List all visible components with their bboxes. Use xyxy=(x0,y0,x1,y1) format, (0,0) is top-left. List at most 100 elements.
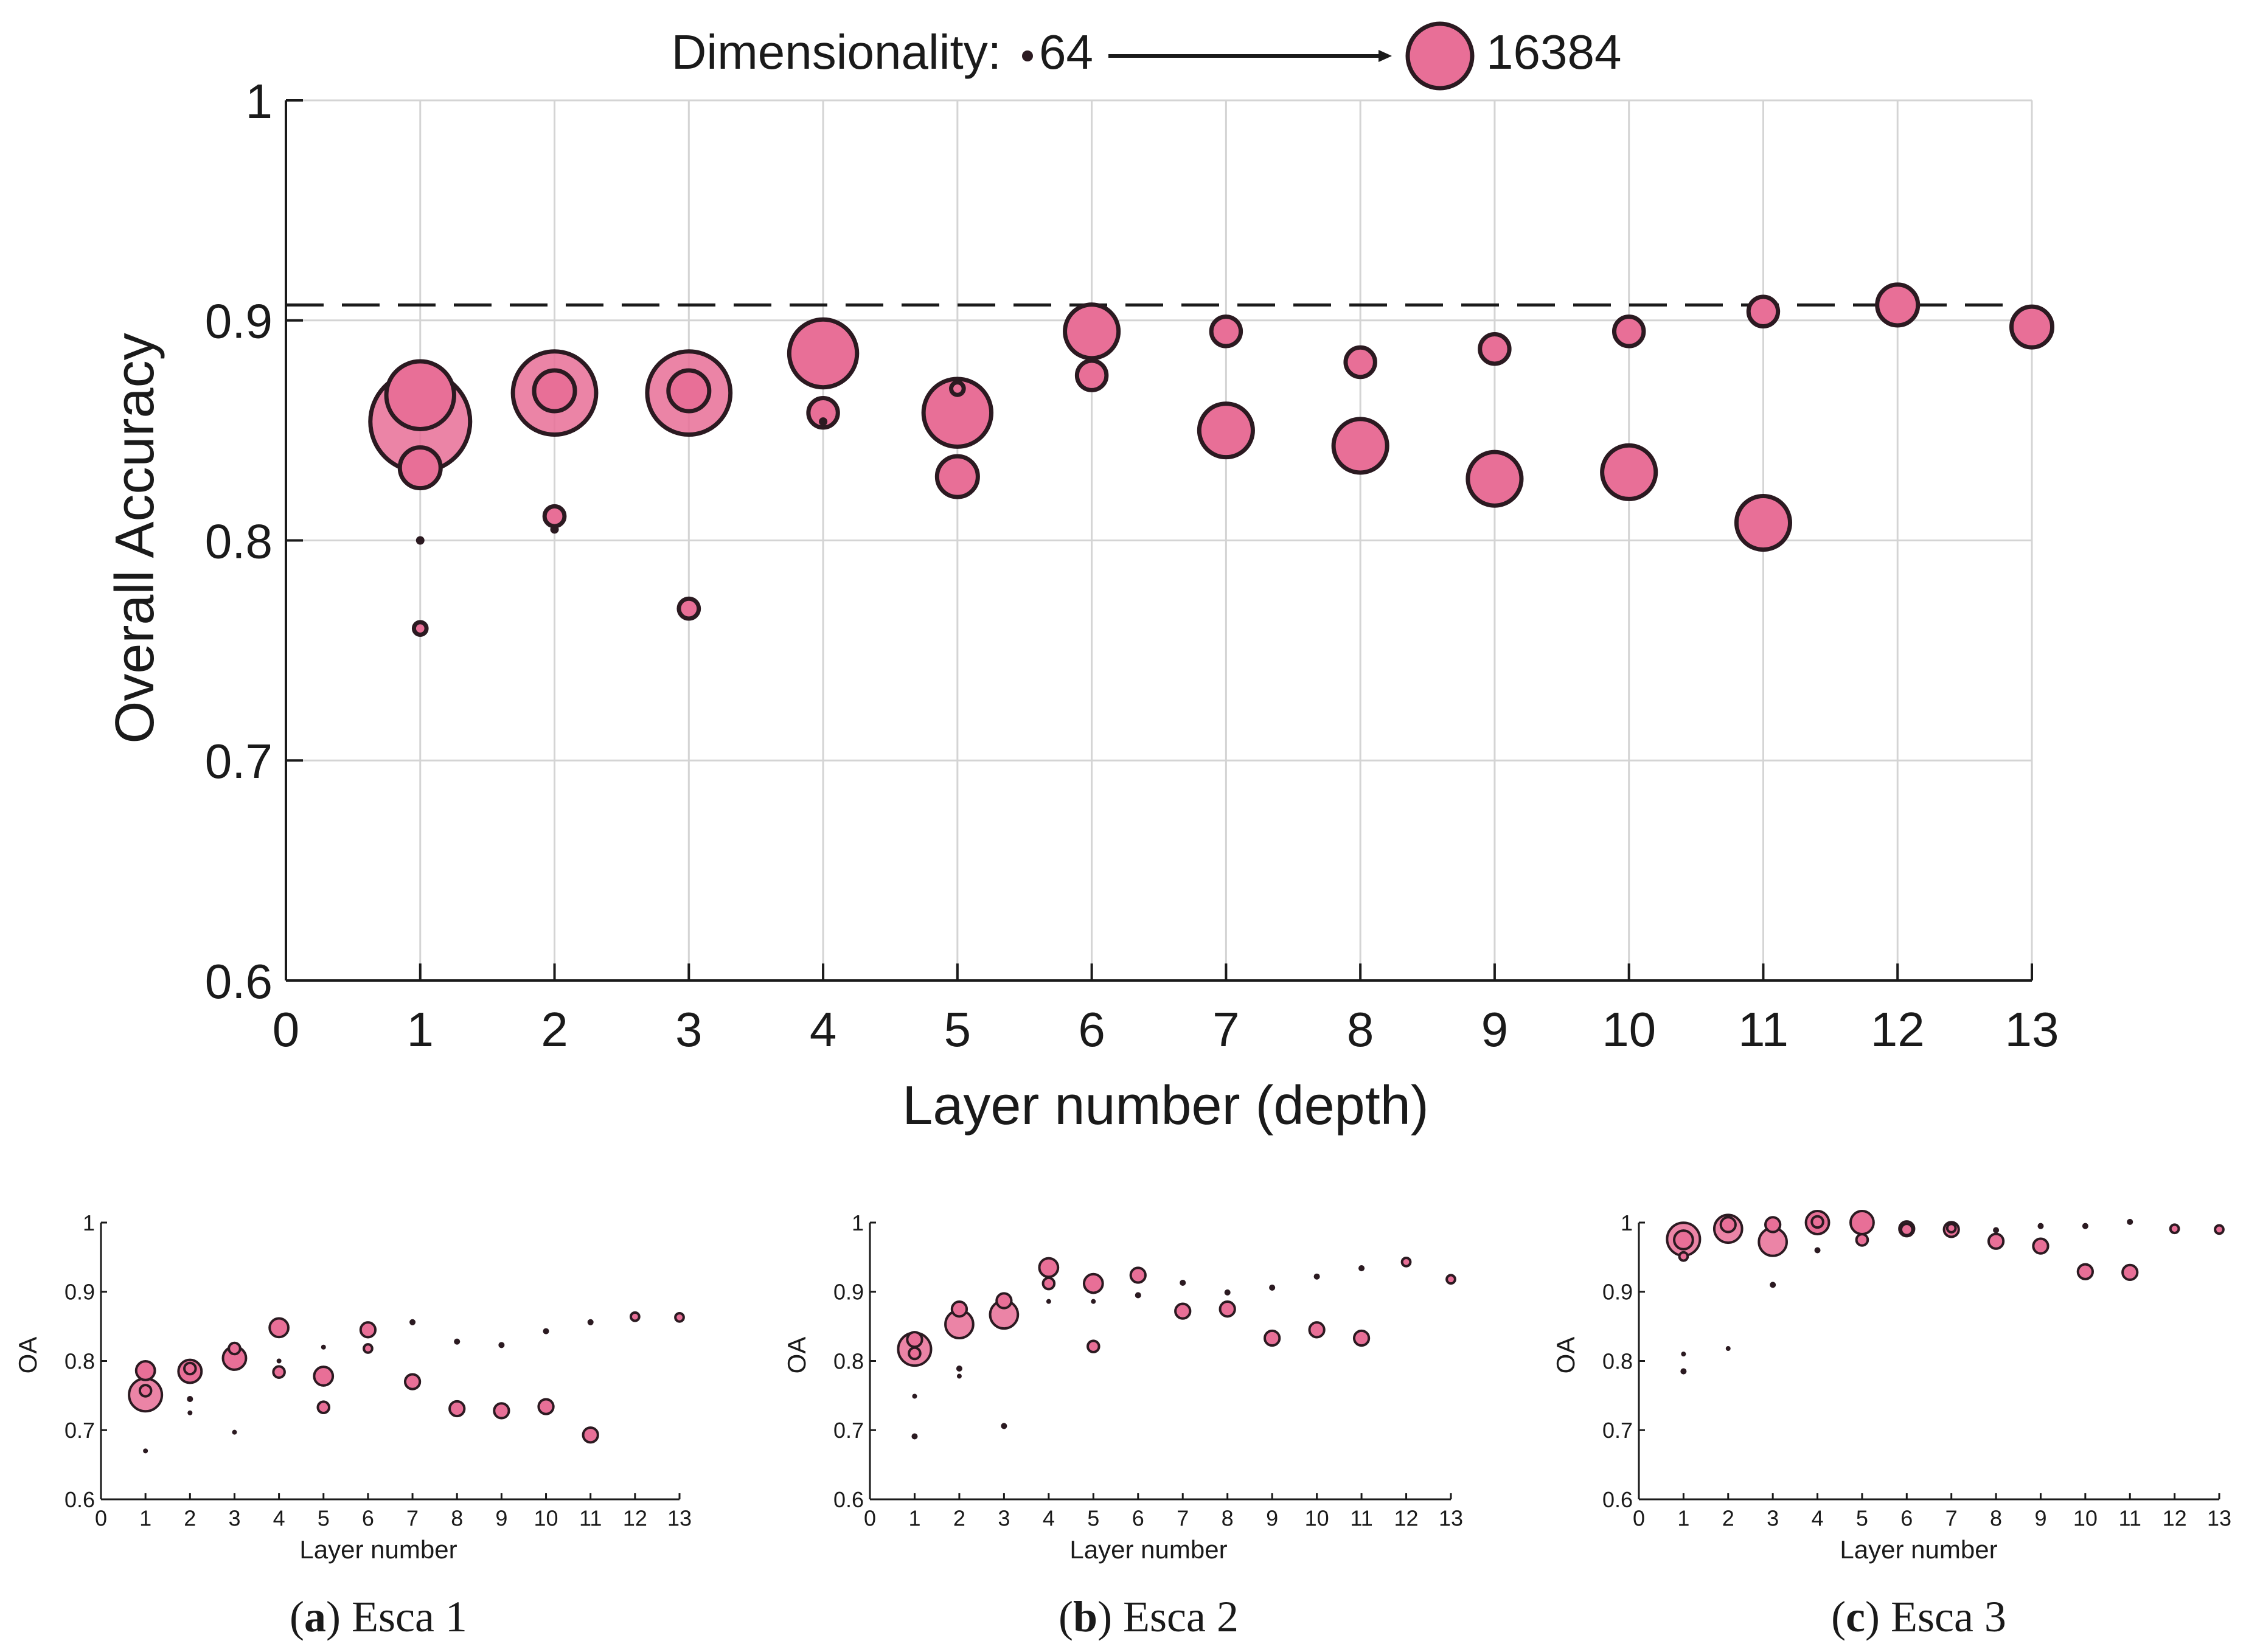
subplot-a-x-tick-label-3: 3 xyxy=(228,1506,240,1531)
subplot-a-y-tick-label-0: 0.6 xyxy=(64,1487,95,1512)
subplot-a-x-tick-label-5: 5 xyxy=(318,1506,330,1531)
subplot-a-point-16 xyxy=(316,1400,331,1414)
subplot-a-point-1 xyxy=(134,1360,156,1381)
subplot-c-point-15 xyxy=(1855,1233,1869,1247)
main-point-13 xyxy=(806,395,840,430)
subplot-a-point-24 xyxy=(493,1402,510,1420)
subplot-a-point-25 xyxy=(543,1328,549,1334)
subplot-b-point-31 xyxy=(1445,1274,1456,1285)
subplot-b-point-15 xyxy=(1082,1272,1104,1294)
subplot-a-y-ticks: 0.6 0.7 0.8 0.9 1 xyxy=(64,1210,107,1512)
main-x-tick-label-13: 13 xyxy=(2005,1002,2059,1057)
subplot-a-point-18 xyxy=(363,1343,374,1354)
subplot-a-y-tick-label-2: 0.8 xyxy=(64,1348,95,1373)
main-y-tick-label-1: 0.7 xyxy=(205,734,273,788)
main-x-tick-label-9: 9 xyxy=(1481,1002,1509,1057)
subplot-a-x-tick-label-9: 9 xyxy=(495,1506,507,1531)
subplot-a-point-5 xyxy=(183,1361,197,1376)
subplot-b-point-21 xyxy=(1174,1302,1192,1320)
subplot-b-x-tick-label-0: 0 xyxy=(864,1506,876,1531)
subplot-b-point-27 xyxy=(1308,1321,1326,1339)
subplot-c-x-tick-label-10: 10 xyxy=(2073,1506,2098,1531)
main-y-ticks: 0.6 0.7 0.8 0.9 1 xyxy=(205,74,303,1008)
subplot-c-point-12 xyxy=(1810,1215,1824,1229)
main-point-30 xyxy=(1875,282,1921,328)
subplot-c-x-tick-label-7: 7 xyxy=(1945,1506,1958,1531)
subplot-c-x-ticks: 0 1 2 3 4 5 6 7 8 9 10 11 12 13 xyxy=(1633,1493,2231,1531)
subplot-c-point-22 xyxy=(2032,1237,2050,1255)
subplot-a-point-30 xyxy=(674,1311,685,1323)
subplot-b-y-tick-label-1: 0.7 xyxy=(833,1418,864,1443)
main-point-6 xyxy=(532,368,577,414)
main-point-12 xyxy=(787,317,860,390)
subplot-a-x-tick-label-8: 8 xyxy=(451,1506,463,1531)
caption-b-letter: b xyxy=(1073,1592,1097,1641)
subplot-c-y-tick-label-0: 0.6 xyxy=(1602,1487,1633,1512)
main-points xyxy=(368,282,2055,637)
subplot-b-point-2 xyxy=(908,1346,922,1361)
subplot-a-point-14 xyxy=(313,1366,335,1387)
main-point-27 xyxy=(1600,443,1658,501)
legend-label: Dimensionality: xyxy=(672,25,1001,79)
subplot-a-point-20 xyxy=(403,1373,422,1390)
subplot-a-x-tick-label-1: 1 xyxy=(139,1506,151,1531)
subplot-c-point-24 xyxy=(2076,1263,2094,1280)
subplot-a-point-9 xyxy=(228,1341,242,1356)
caption-a: (a) Esca 1 xyxy=(290,1592,467,1641)
subplot-a-x-tick-label-2: 2 xyxy=(184,1506,196,1531)
main-x-tick-label-4: 4 xyxy=(810,1002,837,1057)
subplot-a-point-13 xyxy=(272,1365,286,1379)
main-point-3 xyxy=(415,536,425,545)
main-y-axis-label: Overall Accuracy xyxy=(105,333,165,743)
subplot-b-point-24 xyxy=(1269,1284,1276,1291)
main-grid xyxy=(286,99,2033,980)
subplot-c-x-tick-label-1: 1 xyxy=(1677,1506,1689,1531)
subplot-b-x-tick-label-8: 8 xyxy=(1222,1506,1234,1531)
subplot-c-point-2 xyxy=(1678,1251,1689,1262)
subplot-a-x-tick-label-0: 0 xyxy=(95,1506,107,1531)
main-x-tick-label-7: 7 xyxy=(1212,1002,1240,1057)
subplot-a-point-19 xyxy=(409,1319,416,1325)
subplot-a-point-11 xyxy=(268,1317,290,1339)
main-x-tick-label-11: 11 xyxy=(1738,1002,1789,1057)
main-point-23 xyxy=(1331,417,1389,475)
subplot-a-point-15 xyxy=(321,1344,326,1350)
caption-c: (c) Esca 3 xyxy=(1831,1592,2006,1641)
subplot-a-point-6 xyxy=(187,1396,193,1403)
subplot-c-y-axis-label: OA xyxy=(1551,1337,1580,1374)
main-point-22 xyxy=(1343,345,1377,380)
subplot-b-point-6 xyxy=(950,1300,968,1318)
main-y-tick-label-3: 0.9 xyxy=(205,294,273,349)
subplot-b-point-14 xyxy=(1046,1299,1051,1304)
main-x-axis-label: Layer number (depth) xyxy=(902,1075,1428,1136)
subplot-c-point-10 xyxy=(1770,1282,1776,1288)
subplot-c-point-13 xyxy=(1814,1247,1821,1254)
subplot-c-point-29 xyxy=(2214,1224,2225,1235)
subplot-c-point-17 xyxy=(1900,1223,1914,1237)
subplot-b-point-10 xyxy=(995,1292,1013,1310)
subplot-c-x-axis-label: Layer number xyxy=(1840,1535,1997,1564)
subplot-a-x-ticks: 0 1 2 3 4 5 6 7 8 9 10 11 12 13 xyxy=(95,1493,692,1531)
main-point-2 xyxy=(397,445,443,491)
caption-c-letter: c xyxy=(1846,1592,1865,1641)
subplot-c-point-1 xyxy=(1673,1229,1694,1251)
subplot-c-y-tick-label-4: 1 xyxy=(1621,1210,1633,1235)
caption-b: (b) Esca 2 xyxy=(1059,1592,1239,1641)
main-point-26 xyxy=(1611,314,1646,349)
subplot-a-point-21 xyxy=(454,1338,461,1345)
subplot-b-point-20 xyxy=(1180,1279,1186,1286)
subplot-c-point-9 xyxy=(1764,1216,1782,1234)
subplot-a-y-axis-label: OA xyxy=(13,1337,42,1374)
main-point-10 xyxy=(666,368,712,414)
subplot-b-point-4 xyxy=(911,1433,918,1440)
subplot-a-x-tick-label-4: 4 xyxy=(273,1506,285,1531)
subplot-a-point-10 xyxy=(232,1429,237,1435)
subplot-b-point-30 xyxy=(1400,1256,1412,1268)
subplot-c-point-19 xyxy=(1945,1223,1957,1234)
main-y-tick-label-4: 1 xyxy=(246,74,273,128)
subplot-b-x-tick-label-3: 3 xyxy=(998,1506,1010,1531)
subplot-c-x-tick-label-11: 11 xyxy=(2119,1506,2141,1531)
subplot-c-point-28 xyxy=(2169,1223,2180,1235)
subplot-a-point-28 xyxy=(582,1426,599,1444)
